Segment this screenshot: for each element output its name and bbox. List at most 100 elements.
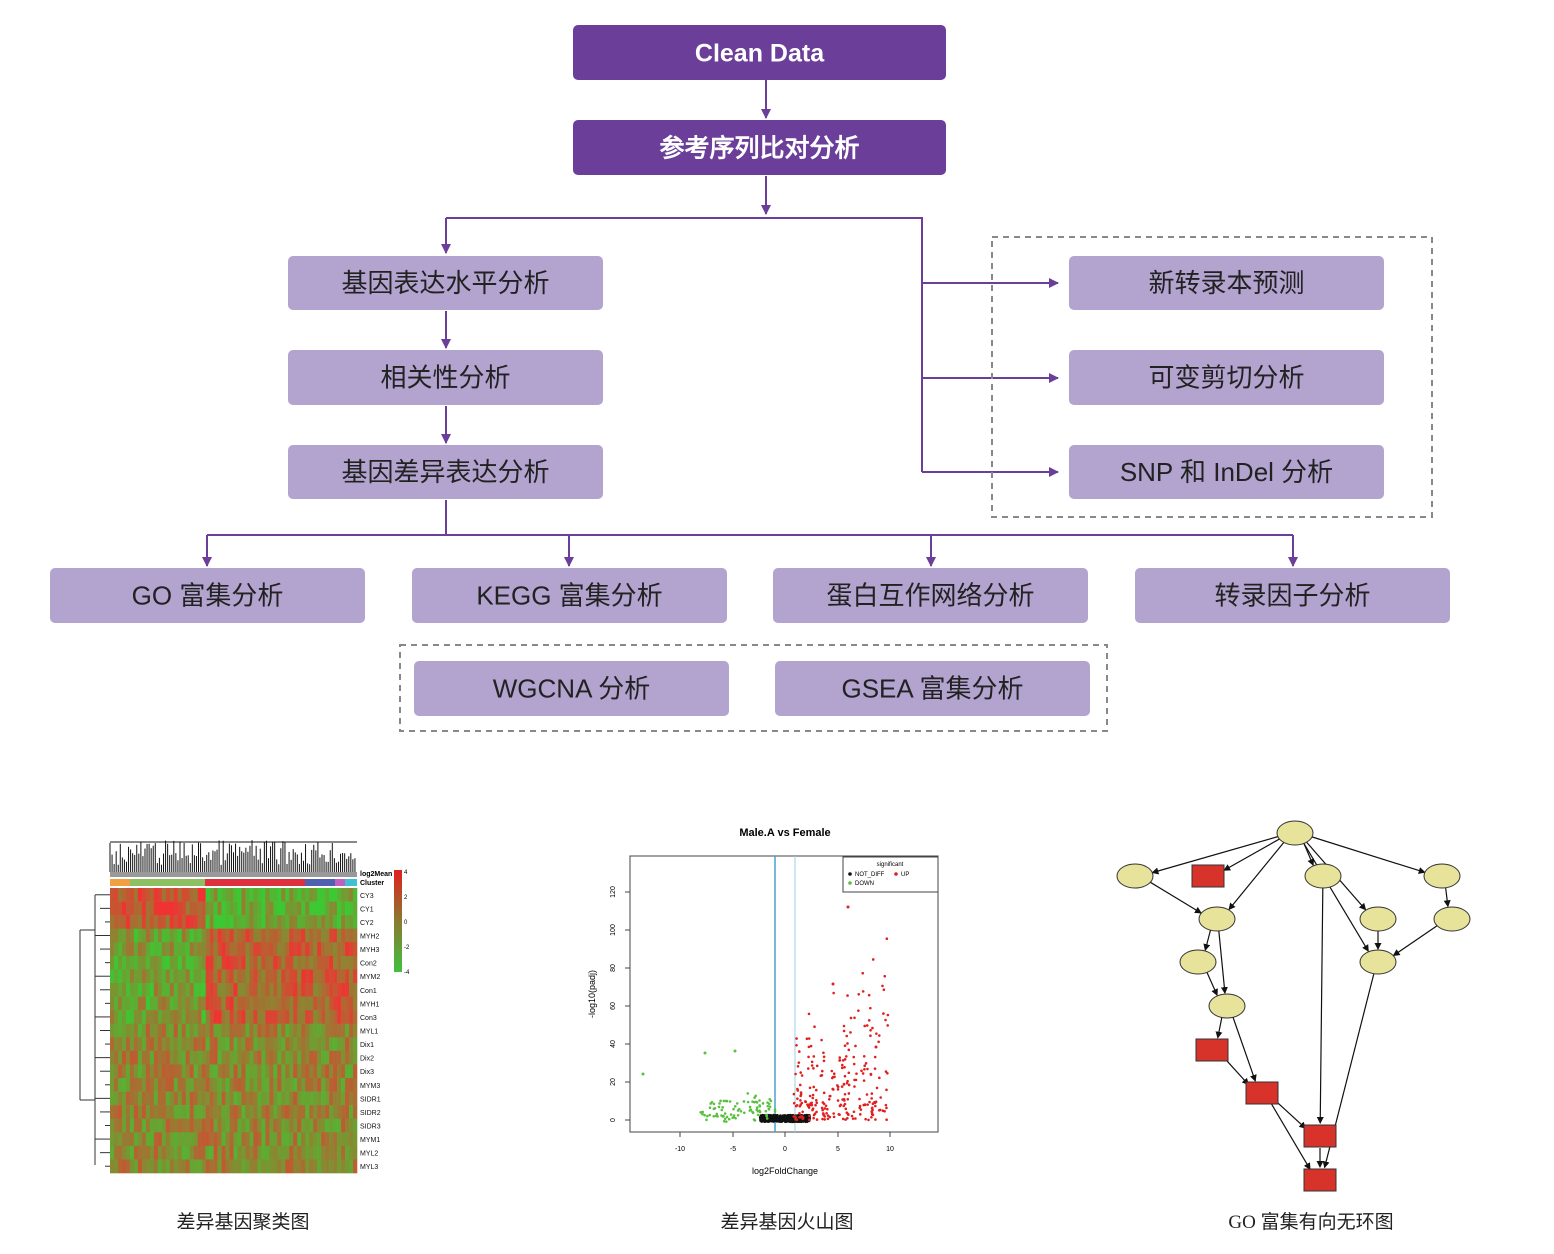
point	[807, 1045, 811, 1049]
go-term	[1179, 949, 1217, 975]
heatmap-cell	[261, 915, 266, 930]
heatmap-cell	[349, 1145, 354, 1160]
heatmap-cell	[229, 1037, 234, 1052]
heatmap-cell	[277, 996, 282, 1011]
heatmap-cell	[213, 1091, 218, 1106]
heatmap-cell	[185, 1118, 190, 1133]
heatmap-cell	[265, 983, 270, 997]
point	[815, 1064, 819, 1068]
heatmap-cell	[277, 928, 282, 943]
point	[844, 1118, 847, 1121]
point	[864, 1117, 867, 1121]
point	[842, 1024, 846, 1028]
heatmap-cell	[110, 1159, 115, 1174]
heatmap-cell	[317, 1091, 322, 1106]
figure-caption: 差异基因火山图	[720, 1211, 853, 1233]
heatmap-cell	[317, 1064, 322, 1079]
heatmap-cell	[141, 955, 147, 970]
heatmap-cell	[205, 1145, 210, 1160]
heatmap-cell	[305, 955, 310, 970]
heatmap-cell	[125, 955, 131, 970]
plot-title: Male.A vs Female	[739, 827, 830, 839]
heatmap-cell	[249, 1159, 254, 1174]
point	[846, 994, 849, 997]
heatmap-cell	[217, 1105, 222, 1120]
heatmap-cell	[129, 1037, 135, 1052]
heatmap-cell	[261, 996, 266, 1011]
heatmap-cell	[269, 1050, 274, 1065]
heatmap-cell	[217, 1091, 222, 1106]
heatmap-cell	[289, 915, 294, 930]
heatmap-cell	[293, 1037, 298, 1052]
heatmap-cell	[257, 1023, 262, 1038]
point	[842, 1029, 846, 1033]
heatmap-cell	[225, 1010, 230, 1025]
heatmap-cell	[153, 1050, 159, 1065]
heatmap-cell	[110, 983, 115, 997]
heatmap-cell	[205, 942, 210, 957]
heatmap-cell	[161, 1010, 167, 1025]
heatmap-cell	[165, 1050, 171, 1065]
x-tick-label: -5	[730, 1146, 736, 1153]
point	[774, 1119, 777, 1122]
heatmap-cell	[110, 901, 115, 916]
heatmap-cell	[281, 1091, 286, 1106]
heatmap-cell	[165, 901, 171, 916]
heatmap-cell	[173, 1118, 179, 1133]
heatmap-cell	[121, 969, 127, 984]
heatmap-cell	[293, 1064, 298, 1079]
heatmap-cell	[121, 1010, 127, 1025]
heatmap-cell	[265, 969, 270, 984]
heatmap-cell	[349, 1050, 354, 1065]
point	[742, 1100, 746, 1103]
edge	[1223, 837, 1281, 871]
point	[865, 1024, 869, 1027]
heatmap-cell	[245, 983, 250, 997]
heatmap-cell	[273, 996, 278, 1011]
heatmap-cell	[133, 1064, 139, 1079]
heatmap-cell	[345, 969, 350, 984]
heatmap-cell	[269, 1159, 274, 1174]
heatmap-cell	[129, 955, 135, 970]
heatmap-cell	[169, 888, 175, 902]
heatmap-cell	[325, 1023, 330, 1038]
heatmap-cell	[289, 1132, 294, 1147]
heatmap-cell	[237, 1132, 242, 1147]
heatmap-cell	[209, 1078, 214, 1092]
point	[703, 1051, 707, 1055]
heatmap-cell	[157, 1023, 163, 1038]
heatmap-cell	[237, 1064, 242, 1079]
heatmap-cell	[113, 1064, 119, 1079]
point	[846, 1042, 849, 1045]
node-label: 蛋白互作网络分析	[826, 581, 1034, 611]
heatmap-cell	[141, 901, 147, 916]
point	[721, 1106, 724, 1109]
point	[866, 1103, 870, 1106]
heatmap-cell	[225, 888, 230, 902]
heatmap-cell	[241, 1132, 246, 1147]
heatmap-cell	[185, 996, 190, 1011]
heatmap-cell	[245, 1078, 250, 1092]
heatmap-cell	[321, 969, 326, 984]
heatmap-cell	[117, 1091, 123, 1106]
heatmap-cell	[193, 1010, 198, 1025]
edge	[1392, 924, 1439, 957]
point	[874, 1104, 877, 1108]
heatmap-cell	[121, 1145, 127, 1160]
heatmap-cell	[325, 1132, 330, 1147]
heatmap-cell	[329, 955, 334, 970]
heatmap-cell	[141, 996, 147, 1011]
heatmap-cell	[181, 1091, 186, 1106]
point	[821, 1117, 824, 1121]
heatmap-cell	[285, 1105, 290, 1120]
heatmap-cell	[293, 928, 298, 943]
heatmap-cell	[333, 1078, 338, 1092]
heatmap-cell	[113, 901, 119, 916]
heatmap-cell	[157, 955, 163, 970]
heatmap-cell	[345, 901, 350, 916]
heatmap-cell	[341, 1091, 346, 1106]
heatmap-cell	[185, 1078, 190, 1092]
heatmap-cell	[225, 1037, 230, 1052]
go-term	[1433, 906, 1471, 932]
heatmap-cell	[201, 1078, 206, 1092]
